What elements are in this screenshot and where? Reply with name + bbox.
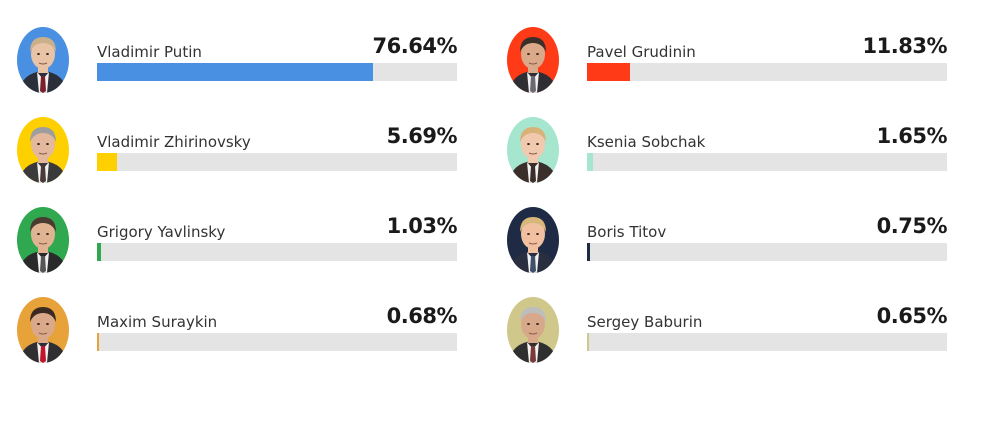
candidate-row: Vladimir Zhirinovsky 5.69% [17,117,477,197]
candidate-portrait [507,207,559,273]
vote-percentage-label: 5.69% [386,124,458,148]
vote-bar [97,243,101,261]
vote-percentage-label: 0.65% [876,304,948,328]
candidate-row: Ksenia Sobchak 1.65% [507,117,967,197]
vote-bar [587,243,590,261]
candidate-name: Ksenia Sobchak [587,133,706,151]
candidate-name: Boris Titov [587,223,667,241]
candidate-name: Vladimir Putin [97,43,202,61]
candidate-portrait [17,207,69,273]
bar-track [587,243,947,261]
candidate-portrait [17,27,69,93]
candidate-name: Maxim Suraykin [97,313,218,331]
vote-percentage-label: 0.68% [386,304,458,328]
vote-percentage-label: 1.65% [876,124,948,148]
candidate-portrait [17,117,69,183]
candidate-row: Grigory Yavlinsky 1.03% [17,207,477,287]
vote-percentage-label: 0.75% [876,214,948,238]
vote-bar [97,333,100,351]
bar-track [97,333,457,351]
bar-track [587,333,947,351]
bar-track [97,153,457,171]
vote-percentage-label: 1.03% [386,214,458,238]
vote-bar [587,333,590,351]
candidate-name: Pavel Grudinin [587,43,696,61]
candidate-portrait [17,297,69,363]
candidate-name: Vladimir Zhirinovsky [97,133,251,151]
vote-bar [97,63,373,81]
vote-percentage-label: 76.64% [372,34,458,58]
candidate-name: Sergey Baburin [587,313,703,331]
bar-track [587,63,947,81]
candidate-portrait [507,27,559,93]
candidate-row: Maxim Suraykin 0.68% [17,297,477,377]
candidate-row: Vladimir Putin 76.64% [17,27,477,107]
vote-percentage-label: 11.83% [862,34,948,58]
vote-bar [587,153,593,171]
candidate-row: Pavel Grudinin 11.83% [507,27,967,107]
candidate-portrait [507,297,559,363]
candidate-name: Grigory Yavlinsky [97,223,226,241]
candidate-portrait [507,117,559,183]
bar-track [587,153,947,171]
candidate-row: Boris Titov 0.75% [507,207,967,287]
bar-track [97,243,457,261]
bar-track [97,63,457,81]
vote-bar [97,153,118,171]
candidate-row: Sergey Baburin 0.65% [507,297,967,377]
vote-bar [587,63,630,81]
